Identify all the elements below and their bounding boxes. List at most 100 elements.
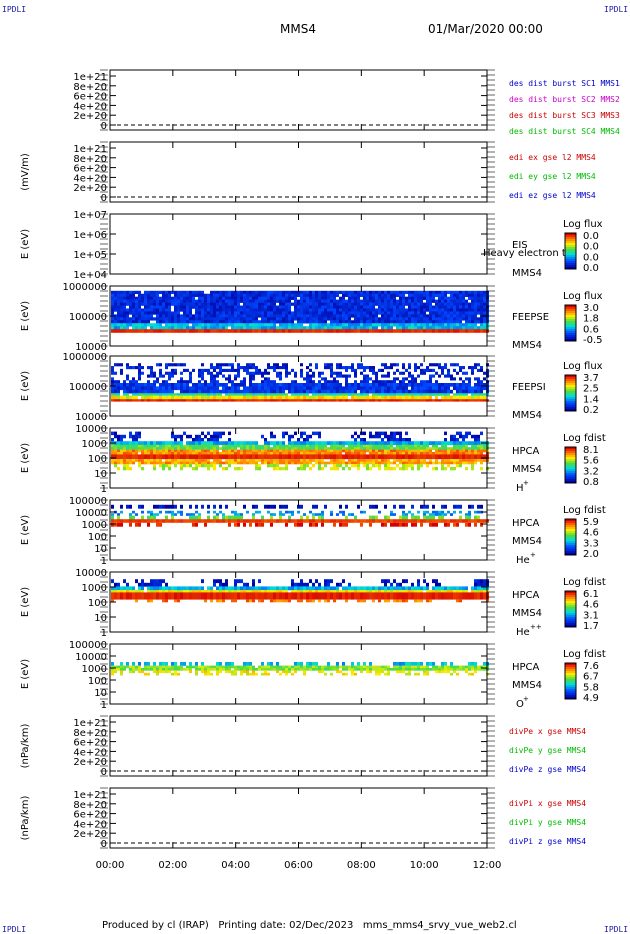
cbar-step-hpca-he-14 xyxy=(565,547,576,550)
ytick-label-hpca-he2-3: 10 xyxy=(94,613,107,624)
species-hpca-h: H xyxy=(516,483,524,494)
cbar-step-hpca-o-17 xyxy=(565,697,576,700)
corner-label-top-left: IPDLI xyxy=(2,5,27,14)
cbar-step-hpca-he2-6 xyxy=(565,603,576,606)
cbar-step-hpca-he2-7 xyxy=(565,605,576,608)
ytick-label-hpca-h-3: 10 xyxy=(94,469,107,480)
ytick-label-edi-e-5: 0 xyxy=(101,193,107,204)
cbar-step-hpca-h-10 xyxy=(565,467,576,470)
cbar-step-eis-11 xyxy=(565,255,576,258)
ytick-label-des-dist-2: 6e+20 xyxy=(73,92,107,103)
cbar-step-hpca-he-8 xyxy=(565,535,576,538)
ytick-label-divpe-2: 6e+20 xyxy=(73,738,107,749)
panel-frame-des-dist xyxy=(109,69,488,131)
cbar-step-feepse-17 xyxy=(565,339,576,342)
cbar-step-hpca-h-2 xyxy=(565,451,576,454)
ytick-label-edi-e-3: 4e+20 xyxy=(73,173,107,184)
cbar-frame-hpca-o xyxy=(564,662,577,700)
cbar-step-feepse-15 xyxy=(565,335,576,338)
cbar-step-hpca-h-9 xyxy=(565,465,576,468)
cbar-step-feepse-8 xyxy=(565,321,576,324)
species-sup-hpca-he: + xyxy=(530,551,536,559)
cbar-step-feepsi-4 xyxy=(565,383,576,386)
spacecraft-feepsi: MMS4 xyxy=(512,410,542,421)
spacecraft-feepse: MMS4 xyxy=(512,340,542,351)
cbar-step-hpca-o-3 xyxy=(565,669,576,672)
cbar-step-eis-8 xyxy=(565,249,576,252)
cbar-step-hpca-o-10 xyxy=(565,683,576,686)
ytick-label-hpca-he2-2: 100 xyxy=(88,598,107,609)
cbar-tick-hpca-he-3: 2.0 xyxy=(583,549,599,560)
cbar-step-hpca-he2-8 xyxy=(565,607,576,610)
ytick-label-hpca-o-3: 100 xyxy=(88,676,107,687)
cbar-step-eis-16 xyxy=(565,265,576,268)
cbar-step-feepse-3 xyxy=(565,311,576,314)
ytick-label-eis-0: 1e+07 xyxy=(73,210,107,221)
cbar-step-eis-12 xyxy=(565,257,576,260)
cbar-step-hpca-he-0 xyxy=(565,519,576,522)
spectrogram-hpca-h xyxy=(111,431,489,471)
panel-eis: 1e+07 1e+06 1e+05 1e+04 E (eV) EIS MMS4 Heavy e… xyxy=(20,210,603,281)
panel-hpca-h: 10000 1000 100 10 1 E (eV) HPCA MMS4 H + Log fdist… xyxy=(20,424,606,495)
ytick-label-des-dist-3: 4e+20 xyxy=(73,101,107,112)
instrument-eis: EIS xyxy=(512,240,528,251)
band-hpca-h-5 xyxy=(111,459,489,465)
ytick-label-hpca-h-1: 1000 xyxy=(82,439,107,450)
cbar-tick-eis-0: 0.0 xyxy=(583,231,599,242)
cbar-title-feepse: Log flux xyxy=(563,291,603,302)
cbar-tick-hpca-he-0: 5.9 xyxy=(583,517,599,528)
ylabel-eis: E (eV) xyxy=(20,229,31,259)
xtick-label-3: 06:00 xyxy=(284,860,313,871)
ytick-label-eis-3: 1e+04 xyxy=(73,270,107,281)
header-date: 01/Mar/2020 00:00 xyxy=(428,22,543,36)
ytick-label-feepsi-1: 100000 xyxy=(69,382,107,393)
cbar-step-hpca-o-0 xyxy=(565,663,576,666)
cbar-step-feepsi-7 xyxy=(565,389,576,392)
cbar-tick-hpca-he2-1: 4.6 xyxy=(583,600,599,611)
cbar-title-hpca-h: Log fdist xyxy=(563,433,606,444)
cbar-step-feepse-7 xyxy=(565,319,576,322)
band-feepse-1 xyxy=(111,323,489,330)
cbar-step-feepse-5 xyxy=(565,315,576,318)
band-hpca-h-2 xyxy=(111,444,489,450)
cbar-step-hpca-he-13 xyxy=(565,545,576,548)
xtick-label-6: 12:00 xyxy=(473,860,502,871)
ytick-label-hpca-he2-1: 1000 xyxy=(82,583,107,594)
cbar-step-eis-1 xyxy=(565,235,576,238)
cbar-step-hpca-h-12 xyxy=(565,471,576,474)
ytick-label-des-dist-0: 1e+21 xyxy=(73,72,107,83)
ytick-label-des-dist-1: 8e+20 xyxy=(73,82,107,93)
ytick-label-divpe-3: 4e+20 xyxy=(73,747,107,758)
ytick-label-hpca-o-0: 100000 xyxy=(69,640,107,651)
band-hpca-he2-2 xyxy=(111,590,489,593)
band-hpca-he-4 xyxy=(111,522,483,527)
species-hpca-o: O xyxy=(516,699,524,710)
cbar-step-hpca-o-15 xyxy=(565,693,576,696)
cbar-step-feepsi-14 xyxy=(565,403,576,406)
cbar-step-hpca-o-4 xyxy=(565,671,576,674)
cbar-step-hpca-o-12 xyxy=(565,687,576,690)
panel-frame-hpca-he xyxy=(109,499,488,561)
cbar-step-hpca-h-0 xyxy=(565,447,576,450)
spacecraft-hpca-o: MMS4 xyxy=(512,680,542,691)
spectrogram-hpca-he xyxy=(111,504,489,527)
legend-des-dist-3: des dist burst SC4 MMS4 xyxy=(509,127,620,136)
cbar-step-hpca-he-6 xyxy=(565,531,576,534)
cbar-step-feepsi-10 xyxy=(565,395,576,398)
cbar-step-feepsi-5 xyxy=(565,385,576,388)
cbar-step-hpca-h-11 xyxy=(565,469,576,472)
cbar-step-hpca-h-1 xyxy=(565,449,576,452)
cbar-step-hpca-o-14 xyxy=(565,691,576,694)
ytick-label-hpca-he-1: 10000 xyxy=(75,508,107,519)
ytick-label-hpca-he-2: 1000 xyxy=(82,520,107,531)
legend-des-dist-2: des dist burst SC3 MMS3 xyxy=(509,111,620,120)
cbar-tick-hpca-h-3: 0.8 xyxy=(583,477,599,488)
ytick-label-feepsi-0: 1000000 xyxy=(62,352,107,363)
cbar-step-hpca-he2-16 xyxy=(565,623,576,626)
ytick-label-des-dist-5: 0 xyxy=(101,121,107,132)
ylabel-edi-e: (mV/m) xyxy=(20,153,31,191)
ytick-label-des-dist-4: 2e+20 xyxy=(73,111,107,122)
panel-hpca-he2: 10000 1000 100 10 1 E (eV) HPCA MMS4 He ++ Log fdi… xyxy=(20,568,606,639)
cbar-step-hpca-h-8 xyxy=(565,463,576,466)
